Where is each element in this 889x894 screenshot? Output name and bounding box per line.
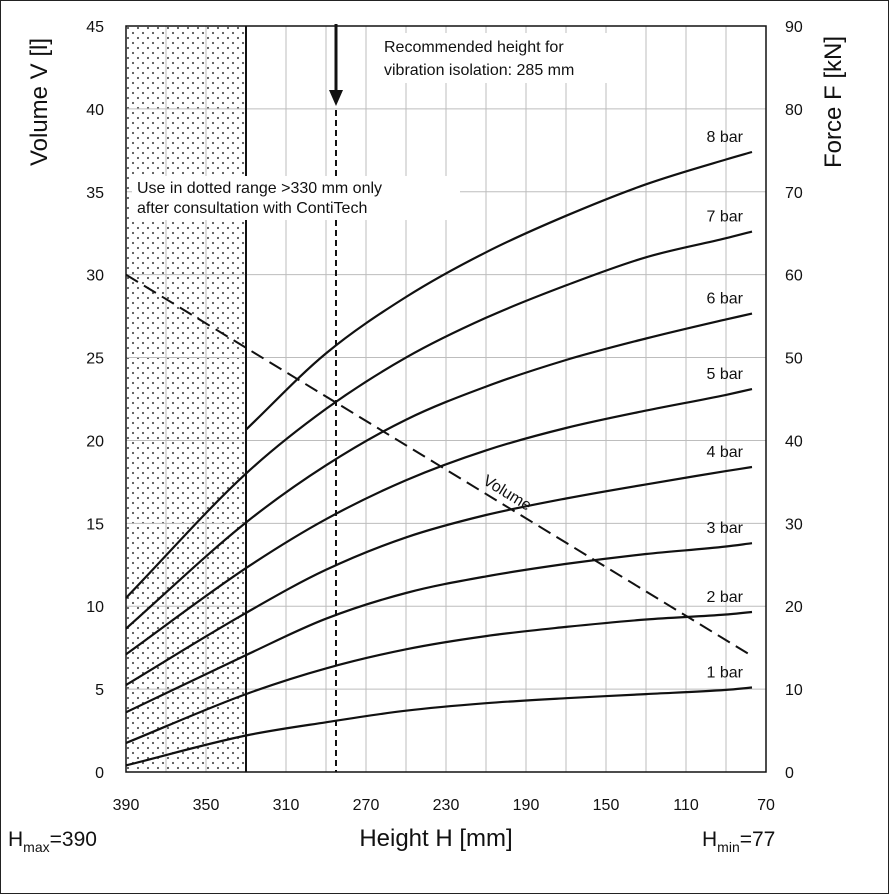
series-label-2-bar: 2 bar xyxy=(707,589,744,606)
y-left-tick-label: 15 xyxy=(86,516,104,533)
y-axis-right-title: Force F [kN] xyxy=(820,36,847,168)
y-right-tick-label: 90 xyxy=(785,19,803,36)
series-line-4-bar xyxy=(125,465,753,686)
x-tick-label: 270 xyxy=(353,797,380,814)
y-left-tick-label: 25 xyxy=(86,351,104,368)
series-line-3-bar xyxy=(125,542,753,714)
dotted-range-zone xyxy=(126,26,246,772)
x-tick-label: 70 xyxy=(757,797,775,814)
annotation-layer xyxy=(329,24,343,772)
y-right-tick-label: 50 xyxy=(785,351,803,368)
recommended-arrow-head xyxy=(329,90,343,106)
x-axis-title: Height H [mm] xyxy=(359,825,512,852)
tick-labels: 390 350 310 270 230 190 150 110 7005101520253035… xyxy=(86,19,803,814)
x-tick-label: 190 xyxy=(513,797,540,814)
y-left-tick-label: 0 xyxy=(95,765,104,782)
y-right-tick-label: 0 xyxy=(785,765,794,782)
series-line-6-bar xyxy=(125,312,753,630)
x-tick-label: 310 xyxy=(273,797,300,814)
y-right-tick-label: 70 xyxy=(785,185,803,202)
h-min-value: =77 xyxy=(740,828,776,851)
y-right-tick-label: 20 xyxy=(785,599,803,616)
y-left-tick-label: 10 xyxy=(86,599,104,616)
y-axis-left-title: Volume V [l] xyxy=(26,38,53,166)
h-max-prefix: H xyxy=(8,828,23,851)
series-label-7-bar: 7 bar xyxy=(707,209,744,226)
series-label-1-bar: 1 bar xyxy=(707,665,744,682)
series-label-5-bar: 5 bar xyxy=(707,366,744,383)
h-max-label: Hmax=390 xyxy=(8,828,97,855)
y-right-tick-label: 30 xyxy=(785,516,803,533)
recommended-note-bg xyxy=(380,33,620,83)
recommended-note-line1: Recommended height for xyxy=(384,39,564,56)
x-tick-label: 390 xyxy=(113,797,140,814)
series-line-volume xyxy=(125,273,753,657)
h-min-prefix: H xyxy=(702,828,717,851)
y-right-tick-label: 40 xyxy=(785,433,803,450)
h-max-sub: max xyxy=(23,839,49,855)
h-max-value: =390 xyxy=(50,828,97,851)
recommended-note-line2: vibration isolation: 285 mm xyxy=(384,62,574,79)
x-tick-label: 150 xyxy=(593,797,620,814)
x-tick-label: 230 xyxy=(433,797,460,814)
series-label-4-bar: 4 bar xyxy=(707,444,744,461)
series-label-6-bar: 6 bar xyxy=(707,291,744,308)
series-line-1-bar xyxy=(125,686,753,767)
h-min-sub: min xyxy=(717,839,740,855)
dotted-note-bg xyxy=(132,176,460,220)
series-label-3-bar: 3 bar xyxy=(707,520,744,537)
series-layer: 1 bar 2 bar 3 bar 4 bar 5 bar 6 bar 7 bar 8 bar… xyxy=(125,129,753,767)
y-left-tick-label: 35 xyxy=(86,185,104,202)
series-line-7-bar xyxy=(125,230,753,599)
y-right-tick-label: 80 xyxy=(785,102,803,119)
y-left-tick-label: 30 xyxy=(86,268,104,285)
dotted-note-line2: after consultation with ContiTech xyxy=(137,200,367,217)
x-tick-label: 110 xyxy=(673,797,699,814)
series-line-5-bar xyxy=(125,388,753,656)
x-tick-label: 350 xyxy=(193,797,220,814)
y-right-tick-label: 60 xyxy=(785,268,803,285)
series-label-8-bar: 8 bar xyxy=(707,129,744,146)
grid xyxy=(125,25,767,773)
series-line-2-bar xyxy=(125,610,753,745)
h-min-label: Hmin=77 xyxy=(702,828,775,855)
series-line-8-bar xyxy=(245,150,753,431)
plot-border xyxy=(125,25,767,773)
dotted-note-line1: Use in dotted range >330 mm only xyxy=(137,180,382,197)
y-left-tick-label: 45 xyxy=(86,19,104,36)
y-left-tick-label: 20 xyxy=(86,433,104,450)
y-left-tick-label: 40 xyxy=(86,102,104,119)
y-right-tick-label: 10 xyxy=(785,682,803,699)
y-left-tick-label: 5 xyxy=(95,682,104,699)
